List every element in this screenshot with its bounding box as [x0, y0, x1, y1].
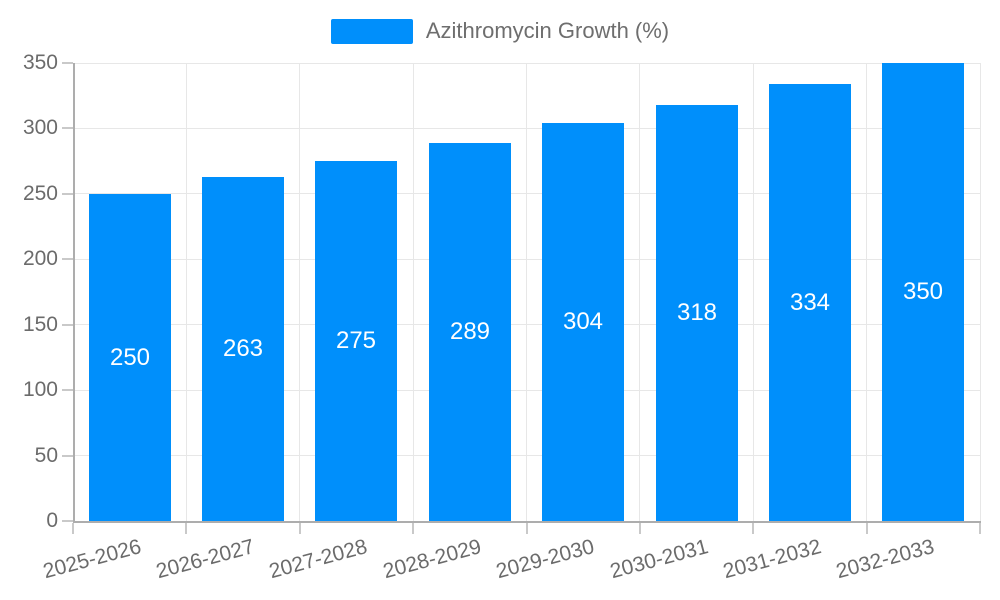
bar[interactable]: 275 — [315, 161, 397, 521]
y-gridline — [73, 324, 981, 326]
y-axis-tick-label: 150 — [22, 312, 58, 336]
y-axis-tick-label: 100 — [22, 378, 58, 402]
y-axis-tick — [62, 454, 73, 457]
y-axis-tick — [62, 192, 73, 195]
bar-value-label: 250 — [109, 343, 151, 371]
x-gridline — [752, 63, 754, 521]
bar-value-label: 350 — [902, 278, 944, 305]
bar-value-label: 304 — [562, 308, 604, 335]
x-axis-tick — [752, 523, 755, 534]
bar[interactable]: 250 — [89, 194, 171, 521]
y-gridline — [73, 389, 981, 391]
y-axis-tick-label: 0 — [46, 509, 58, 532]
x-gridline — [185, 63, 187, 521]
bar-value-label: 334 — [789, 288, 831, 316]
x-gridline — [526, 63, 527, 521]
bar[interactable]: 263 — [202, 177, 284, 521]
x-gridline — [639, 63, 641, 521]
y-axis-line — [73, 63, 75, 522]
x-gridline — [866, 63, 868, 521]
y-gridline — [73, 127, 981, 129]
x-gridline — [979, 63, 981, 521]
bar-value-label: 263 — [222, 335, 264, 362]
y-gridline — [73, 258, 981, 260]
x-axis-tick — [185, 523, 188, 534]
y-axis-tick — [62, 258, 73, 261]
y-axis-tick-label: 200 — [22, 247, 58, 271]
x-axis-tick — [298, 523, 301, 534]
bar[interactable]: 334 — [769, 84, 851, 521]
x-axis-tick — [525, 523, 528, 534]
y-axis-tick — [62, 127, 73, 130]
y-gridline — [73, 193, 981, 195]
y-axis-tick — [62, 323, 73, 326]
y-gridline — [73, 455, 981, 457]
x-gridline — [299, 63, 301, 521]
legend-series-label[interactable]: Azithromycin Growth (%) — [425, 18, 670, 43]
bar[interactable]: 289 — [429, 143, 511, 521]
x-axis-tick — [638, 523, 641, 534]
y-axis-tick — [62, 62, 73, 64]
y-axis-tick-label: 50 — [34, 443, 58, 467]
x-axis-tick — [979, 523, 981, 534]
y-axis-tick — [62, 520, 73, 522]
legend-swatch-icon[interactable] — [330, 18, 413, 44]
bar-value-label: 275 — [335, 327, 377, 354]
x-axis-line — [73, 521, 981, 523]
chart-legend[interactable]: Azithromycin Growth (%) — [0, 17, 1000, 45]
y-axis-tick-label: 350 — [22, 51, 58, 74]
bar[interactable]: 304 — [542, 123, 624, 521]
bar[interactable]: 350 — [882, 63, 964, 521]
y-gridline — [73, 62, 981, 64]
x-axis-tick — [72, 523, 74, 534]
x-axis-tick — [412, 523, 415, 534]
y-axis-tick — [62, 389, 73, 392]
bar-value-label: 318 — [676, 299, 718, 326]
x-axis-tick — [865, 523, 868, 534]
y-axis-tick-label: 300 — [22, 116, 58, 140]
x-gridline — [412, 63, 414, 521]
bar-value-label: 289 — [449, 318, 491, 345]
y-axis-tick-label: 250 — [22, 181, 58, 205]
bar[interactable]: 318 — [656, 105, 738, 521]
